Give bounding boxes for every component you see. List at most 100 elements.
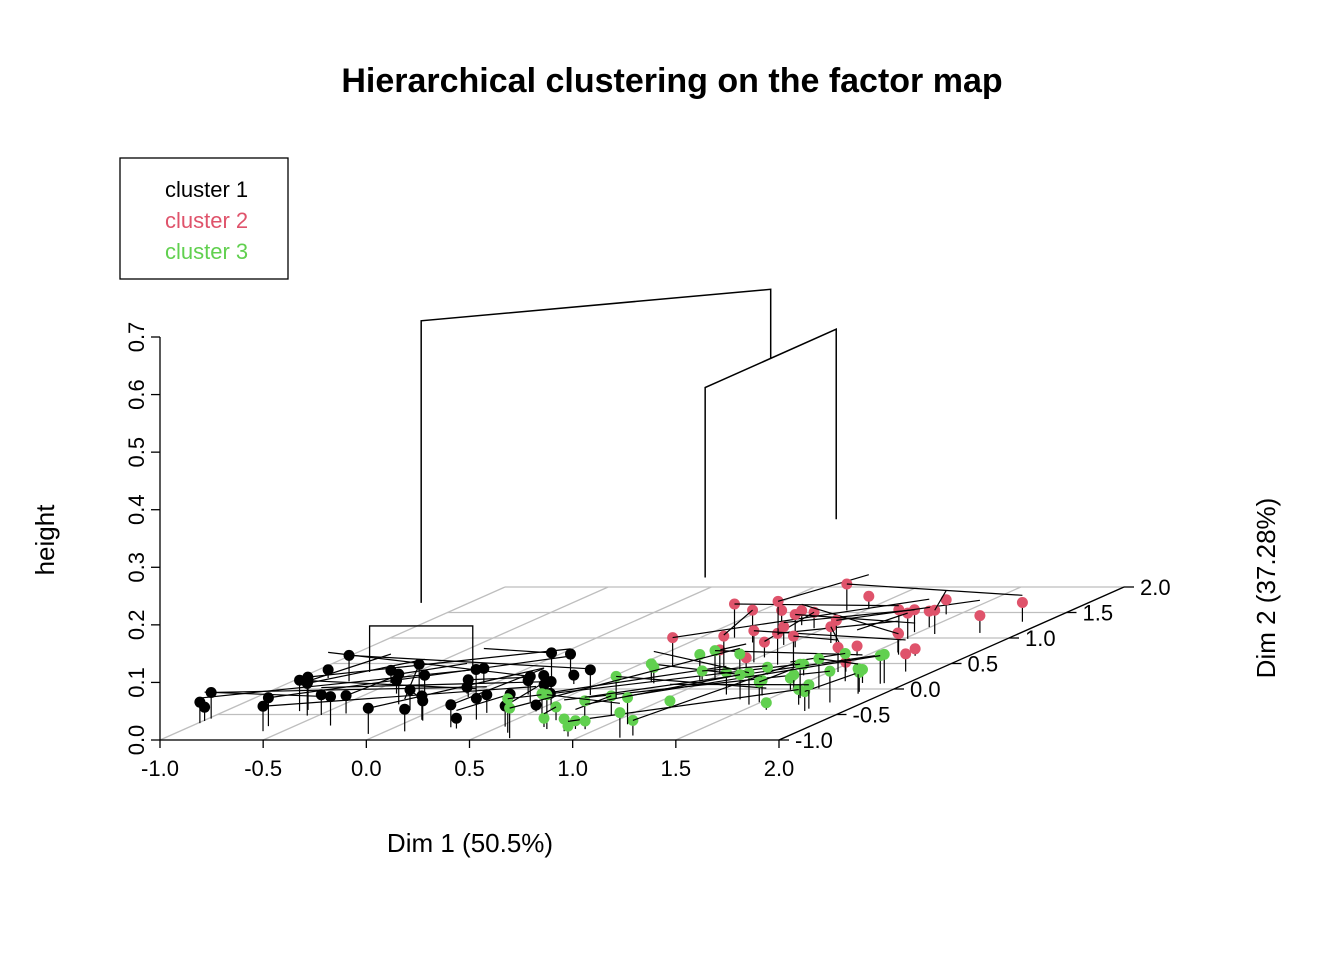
dendro-branch (856, 612, 908, 631)
z-tick-label: 0.3 (124, 552, 149, 583)
data-point (614, 707, 626, 719)
dendro-branch (804, 671, 860, 693)
dendro-branch (777, 574, 869, 602)
data-point (538, 669, 550, 681)
dendro-merge (704, 328, 837, 578)
dendro-branch (543, 706, 557, 715)
z-axis-label: height (30, 504, 60, 576)
data-point (776, 604, 788, 616)
dendro-branch (734, 603, 899, 607)
dendro-branch (321, 680, 552, 689)
data-point (1016, 597, 1028, 609)
x-axis-label: Dim 1 (50.5%) (387, 828, 553, 858)
dendro-branch (702, 665, 768, 672)
dendro-branch (672, 598, 930, 639)
z-tick-label: 0.1 (124, 667, 149, 698)
y-tick-label: 0.5 (968, 652, 999, 677)
dendrogram (368, 288, 837, 672)
x-tick-label: 1.0 (557, 756, 588, 781)
dendro-branch (483, 647, 552, 654)
y-tick-label: 0.0 (910, 677, 941, 702)
dendro-branch (753, 630, 906, 641)
data-point (385, 664, 397, 676)
dendro-branch (723, 609, 753, 636)
dendro-branch (585, 674, 741, 705)
dendro-branch (509, 647, 740, 709)
data-point (832, 641, 844, 653)
y-tick-label: 2.0 (1140, 575, 1171, 600)
dendro-branch (795, 613, 916, 624)
x-tick-label: -1.0 (141, 756, 179, 781)
z-tick-label: 0.0 (124, 725, 149, 756)
dendro-branch (653, 650, 750, 674)
data-point (481, 689, 493, 701)
y-tick-label: 1.0 (1025, 626, 1056, 651)
legend-box (119, 157, 289, 280)
legend-entry: cluster 3 (165, 239, 248, 264)
data-point (562, 720, 574, 732)
data-point (664, 695, 676, 707)
data-point (315, 689, 327, 701)
data-point (940, 594, 952, 606)
data-point (194, 696, 206, 708)
dendro-branch (404, 664, 420, 700)
data-point (622, 692, 634, 704)
data-point (579, 715, 591, 727)
data-point (450, 712, 462, 724)
data-point (322, 664, 334, 676)
z-tick-label: 0.7 (124, 322, 149, 353)
dendro-branch (349, 654, 591, 670)
data-point (538, 679, 550, 691)
x-tick-label: 0.5 (454, 756, 485, 781)
data-point (974, 610, 986, 622)
dendro-branch (934, 590, 947, 611)
dendro-merge (368, 625, 474, 672)
dendro-branch (409, 689, 424, 701)
axes: -1.0 -0.5 0.0 0.5 1.0 1.5 2.0 0.0 0.1 0.2 0.3 0.4 0.… (124, 322, 1171, 781)
chart-title: Hierarchical clustering on the factor ma… (341, 62, 1002, 100)
dendro-branch (328, 651, 531, 677)
data-point (761, 661, 773, 673)
dendro-branch (307, 648, 571, 678)
dendro-branch (818, 658, 859, 665)
data-point (852, 663, 864, 675)
data-point (694, 649, 706, 661)
data-point (584, 664, 596, 676)
legend: cluster 1 cluster 2 cluster 3 (119, 157, 289, 280)
dendro-branch (199, 668, 477, 699)
y-tick-label: -0.5 (853, 703, 891, 728)
data-point (760, 697, 772, 709)
dendro-branch (541, 665, 727, 695)
data-point (538, 712, 550, 724)
data-point (900, 648, 912, 660)
dendro-branch (627, 655, 881, 697)
data-point (778, 621, 790, 633)
dendro-branch (846, 583, 1023, 596)
data-point (470, 692, 482, 704)
x-tick-label: -0.5 (244, 756, 282, 781)
dendro-branch (567, 688, 799, 722)
dendro-branch (793, 635, 839, 641)
data-point (851, 640, 863, 652)
dendro-branch (307, 653, 392, 682)
data-point (399, 703, 411, 715)
y-axis-label: Dim 2 (37.28%) (1251, 498, 1281, 679)
dendro-merge (420, 288, 772, 603)
dendro-branch (398, 662, 468, 675)
data-point (863, 590, 875, 602)
dendro-branch (456, 693, 511, 712)
cluster-points (194, 574, 1028, 739)
z-tick-label: 0.5 (124, 437, 149, 468)
dendro-branch (836, 599, 980, 621)
legend-entry: cluster 1 (165, 177, 248, 202)
y-tick-label: -1.0 (795, 728, 833, 753)
x-tick-label: 1.5 (661, 756, 692, 781)
z-tick-label: 0.2 (124, 610, 149, 641)
dendro-branch (546, 694, 620, 704)
data-point (734, 648, 746, 660)
data-point (788, 669, 800, 681)
x-tick-label: 0.0 (351, 756, 382, 781)
legend-entry: cluster 2 (165, 208, 248, 233)
data-point (758, 636, 770, 648)
data-point (909, 643, 921, 655)
